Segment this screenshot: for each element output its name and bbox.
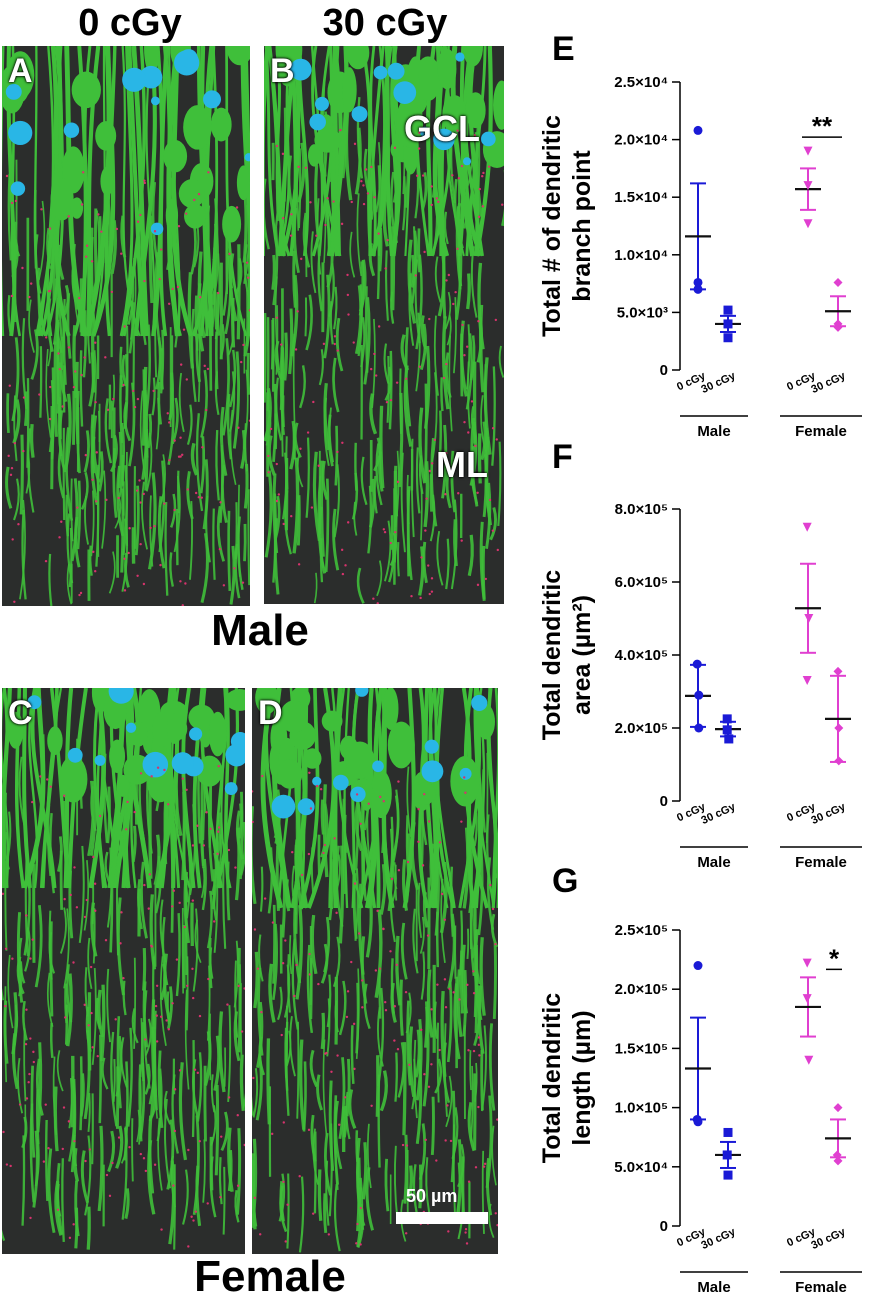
chart-g-point: [832, 1150, 842, 1160]
chart-g-ytick-label: 0: [660, 1218, 668, 1235]
micrograph-a-image: [2, 46, 250, 606]
chart-f-point: [802, 522, 812, 532]
chart-e-point: [693, 125, 703, 135]
chart-g-point: [802, 994, 812, 1004]
chart-g-point: [833, 1156, 843, 1166]
micrograph-c-image: [2, 688, 245, 1254]
chart-g-ylabel: Total dendriticlength (µm): [538, 993, 596, 1163]
chart-f-ytick-label: 8.0×10⁵: [615, 501, 668, 518]
chart-f-point: [724, 734, 734, 744]
chart-f-ytick-label: 4.0×10⁵: [615, 647, 668, 664]
micrograph-d: D 50 µm: [252, 688, 498, 1254]
chart-e-ylabel: Total # of dendriticbranch point: [538, 115, 596, 337]
micrograph-b: B GCL ML: [264, 46, 504, 604]
chart-e-point: [803, 219, 813, 229]
chart-g-point: [723, 1170, 733, 1180]
chart-g-ytick-label: 2.5×10⁵: [615, 922, 668, 939]
panel-letter-a: A: [8, 52, 33, 90]
chart-letter-g: G: [552, 862, 579, 900]
chart-g-point: [804, 1055, 814, 1065]
chart-e-group-label: Male: [697, 423, 730, 440]
column-title-0cgy: 0 cGy: [78, 2, 182, 44]
chart-f-point: [834, 756, 844, 766]
chart-g-point: [802, 958, 812, 968]
micrograph-c: C: [2, 688, 245, 1254]
scale-bar: [396, 1212, 488, 1224]
chart-letter-e: E: [552, 30, 575, 68]
chart-e-ytick-label: 1.0×10⁴: [614, 247, 668, 264]
chart-f-point: [834, 723, 844, 733]
row-title-male: Male: [211, 606, 309, 655]
chart-f-point: [804, 614, 814, 623]
panel-letter-c: C: [8, 694, 33, 732]
chart-f-point: [722, 714, 732, 724]
panel-letter-d: D: [258, 694, 283, 732]
panel-letter-b: B: [270, 52, 295, 90]
chart-e-ytick-label: 2.5×10⁴: [614, 74, 668, 91]
chart-g-group-label: Male: [697, 1279, 730, 1296]
chart-g-ytick-label: 1.0×10⁵: [615, 1100, 668, 1117]
chart-e-ytick-label: 0: [660, 362, 668, 379]
scale-bar-label: 50 µm: [406, 1186, 458, 1206]
layer-label-ml: ML: [436, 444, 488, 485]
chart-f-point: [802, 676, 812, 686]
chart-e-point: [803, 146, 813, 156]
chart-f-point: [694, 723, 704, 733]
chart-g-ytick-label: 5.0×10⁴: [614, 1159, 668, 1176]
chart-e-point: [833, 277, 843, 287]
chart-g-point: [833, 1103, 843, 1113]
chart-e-point: [803, 181, 813, 191]
chart-f-point: [833, 666, 843, 676]
chart-e-group-label: Female: [795, 423, 847, 440]
chart-g-point: [723, 1127, 733, 1137]
chart-f-point: [692, 659, 702, 669]
chart-f-ytick-label: 0: [660, 793, 668, 810]
chart-e-point: [723, 305, 733, 315]
row-title-female: Female: [194, 1252, 346, 1301]
chart-f-ytick-label: 6.0×10⁵: [615, 574, 668, 591]
chart-e-point: [723, 319, 733, 329]
chart-e-sig-label: **: [812, 111, 833, 141]
micrograph-a: A: [2, 46, 250, 606]
chart-f-group-label: Male: [697, 854, 730, 871]
chart-e-ytick-label: 5.0×10³: [617, 304, 668, 321]
micrograph-d-image: [252, 688, 498, 1254]
chart-f-point: [694, 690, 704, 700]
chart-f-ytick-label: 2.0×10⁵: [615, 720, 668, 737]
chart-e-point: [833, 322, 843, 332]
chart-g-point: [722, 1150, 732, 1160]
chart-f-group-label: Female: [795, 854, 847, 871]
chart-g-ytick-label: 2.0×10⁵: [615, 981, 668, 998]
chart-g-point: [693, 1117, 703, 1127]
chart-g-point: [693, 961, 703, 971]
chart-e-ytick-label: 1.5×10⁴: [614, 189, 668, 206]
chart-e-point: [693, 277, 703, 287]
chart-f-point: [722, 725, 732, 735]
chart-e-point: [693, 284, 703, 294]
chart-letter-f: F: [552, 438, 573, 476]
chart-g-sig-label: *: [829, 943, 840, 973]
layer-label-gcl: GCL: [404, 108, 480, 149]
chart-g-xtick-label: 30 cGy: [809, 1225, 848, 1251]
chart-g-ytick-label: 1.5×10⁵: [615, 1040, 668, 1057]
chart-f-ylabel: Total dendriticarea (µm²): [538, 570, 596, 740]
column-title-30cgy: 30 cGy: [322, 2, 448, 44]
chart-g-group-label: Female: [795, 1279, 847, 1296]
chart-g-xtick-label: 30 cGy: [699, 1225, 738, 1251]
micrograph-b-image: [264, 46, 504, 604]
chart-e-point: [723, 333, 733, 343]
chart-e-ytick-label: 2.0×10⁴: [614, 132, 668, 149]
